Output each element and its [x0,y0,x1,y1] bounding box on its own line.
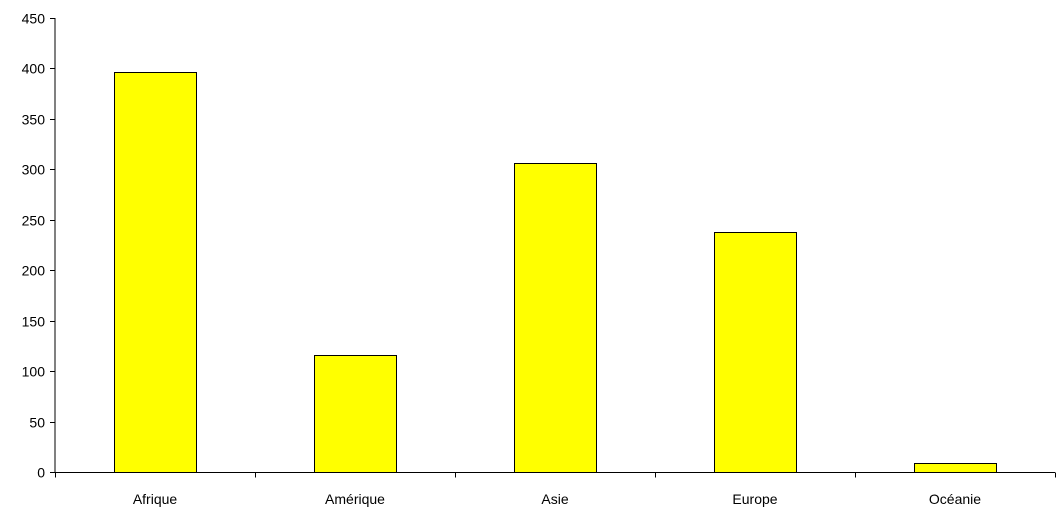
y-axis: 0 50 100 150 200 250 300 350 400 450 [22,11,56,481]
y-tick-label: 450 [22,11,46,27]
y-tick-label: 0 [37,465,45,481]
bar-europe [714,232,797,473]
x-tick-label: Afrique [133,491,178,507]
x-tick-label: Amérique [325,491,385,507]
x-axis: Afrique Amérique Asie Europe Océanie [55,472,1056,507]
bar-afrique [114,72,197,473]
y-tick-label: 350 [22,112,46,128]
y-tick-label: 150 [22,314,46,330]
y-tick-label: 200 [22,263,46,279]
bars [114,72,997,473]
bar-asie [514,163,597,473]
y-tick-label: 100 [22,364,46,380]
bar-amerique [314,355,397,473]
x-tick-label: Asie [541,491,568,507]
x-tick-label: Océanie [929,491,981,507]
y-tick-label: 250 [22,213,46,229]
y-tick-label: 50 [29,415,45,431]
bar-oceanie [914,463,997,473]
x-tick-label: Europe [732,491,777,507]
y-tick-label: 300 [22,162,46,178]
y-tick-label: 400 [22,61,46,77]
